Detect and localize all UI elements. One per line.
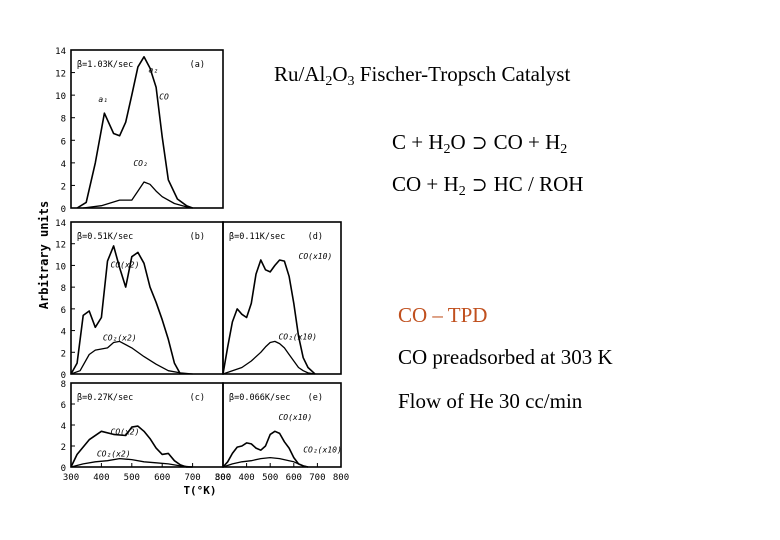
rate-label: β=1.03K/sec (77, 60, 133, 70)
peak-label: a₁ (98, 95, 108, 104)
rate-label: β=0.11K/sec (229, 232, 285, 242)
y-tick-label: 14 (55, 219, 66, 229)
rate-label: β=0.51K/sec (77, 232, 133, 242)
panel-frame (222, 221, 342, 375)
series-line (83, 181, 193, 209)
y-tick-label: 4 (61, 328, 66, 338)
y-tick-label: 8 (61, 115, 66, 125)
series-line (70, 425, 193, 468)
x-tick-label: 500 (124, 473, 140, 483)
x-tick-label: 300 (63, 473, 79, 483)
peak-label: a₂ (149, 66, 159, 75)
x-tick-label: 600 (154, 473, 170, 483)
x-tick-label: 800 (333, 473, 349, 483)
equation-2: CO + H2 ⊃ HC / ROH (392, 172, 583, 200)
x-tick-label: 700 (184, 473, 200, 483)
series-line (70, 245, 182, 375)
eq2-a-sub: 2 (458, 184, 466, 199)
y-tick-label: 10 (55, 92, 66, 102)
series-line (222, 430, 309, 468)
x-tick-label: 400 (238, 473, 254, 483)
panel-frame (222, 382, 342, 468)
y-tick-label: 6 (61, 137, 66, 147)
panel-label: (c) (190, 393, 205, 403)
y-tick-label: 6 (61, 401, 66, 411)
title-sub2: 3 (347, 74, 355, 89)
y-tick-label: 12 (55, 241, 66, 251)
eq1-b: O (450, 130, 466, 154)
x-tick-label: 800 (215, 473, 231, 483)
x-tick-label: 500 (262, 473, 278, 483)
xaxis-title: T(°K) (183, 484, 216, 497)
y-tick-label: 2 (61, 443, 66, 453)
panel-label: (d) (308, 232, 323, 242)
eq1-a-sub: 2 (443, 142, 451, 157)
title-post: Fischer-Tropsch Catalyst (354, 62, 571, 86)
slide-title: Ru/Al2O3 Fischer-Tropsch Catalyst (274, 62, 570, 90)
peak-label: CO(x2) (111, 427, 140, 436)
rate-label: β=0.066K/sec (229, 393, 290, 403)
y-tick-label: 6 (61, 306, 66, 316)
panel-c: 0 2 4 6 8 300 400 500 600 700 800 β=0.27K/sec (c) CO(… (61, 380, 232, 483)
series-line (222, 340, 316, 375)
yaxis-title: Arbitrary units (37, 201, 51, 309)
y-tick-label: 4 (61, 160, 66, 170)
y-tick-label: 8 (61, 284, 66, 294)
note-flow: Flow of He 30 cc/min (398, 389, 583, 413)
peak-label: CO₂(x10) (303, 445, 342, 454)
peak-label: CO (159, 93, 169, 102)
eq1-c: CO + H (493, 130, 561, 154)
x-tick-label: 700 (309, 473, 325, 483)
panel-label: (a) (190, 60, 205, 70)
peak-label: CO₂(x2) (103, 333, 137, 342)
panel-b: 0 2 4 6 8 10 12 14 β=0.51K/sec (b) CO(x2) CO₂(x2) (55, 219, 224, 381)
panel-label: (e) (308, 393, 323, 403)
peak-label: CO(x10) (278, 413, 312, 422)
eq1-a: C + H (392, 130, 444, 154)
y-tick-label: 12 (55, 70, 66, 80)
y-tick-label: 0 (61, 371, 66, 381)
y-tick-label: 14 (55, 47, 66, 57)
y-tick-label: 8 (61, 380, 66, 390)
peak-label: CO₂(x2) (97, 450, 131, 459)
series-line (222, 259, 316, 375)
y-tick-label: 10 (55, 262, 66, 272)
series-line (76, 56, 193, 209)
x-tick-label: 400 (93, 473, 109, 483)
y-tick-label: 2 (61, 349, 66, 359)
eq2-c: HC / ROH (493, 172, 584, 196)
panel-e: 300 400 500 600 700 800 β=0.066K/sec (e) CO(x10)… (215, 382, 349, 483)
peak-label: CO(x2) (111, 261, 140, 270)
plot-layer: 0 2 4 6 8 10 12 14 β=1.03K/sec (a) a₂ a₁ CO CO₂ 0 2 4 6 8 1… (55, 47, 349, 483)
x-tick-label: 300 (215, 473, 231, 483)
equation-1: C + H2O ⊃ CO + H2 (392, 130, 567, 158)
eq1-arrow-symbol: ⊃ (471, 132, 488, 154)
eq2-a: CO + H (392, 172, 459, 196)
peak-label: CO₂(x10) (278, 332, 317, 341)
panel-a: 0 2 4 6 8 10 12 14 β=1.03K/sec (a) a₂ a₁ CO CO₂ (55, 47, 224, 215)
title-sub1: 2 (325, 74, 333, 89)
panel-frame (70, 49, 224, 209)
eq2-arrow-symbol: ⊃ (471, 174, 488, 196)
series-line (222, 456, 309, 468)
note-preadsorbed: CO preadsorbed at 303 K (398, 345, 613, 369)
title-pre: Ru/Al (274, 62, 326, 86)
y-tick-label: 4 (61, 422, 66, 432)
rate-label: β=0.27K/sec (77, 393, 133, 403)
panel-label: (b) (190, 232, 205, 242)
series-line (70, 340, 193, 375)
panel-d: β=0.11K/sec (d) CO(x10) CO₂(x10) (222, 221, 342, 375)
peak-label: CO₂ (133, 159, 147, 168)
y-tick-label: 0 (61, 464, 66, 474)
y-tick-label: 0 (61, 205, 66, 215)
title-mid: O (332, 62, 348, 86)
peak-label: CO(x10) (299, 252, 333, 261)
x-tick-label: 600 (286, 473, 302, 483)
eq1-c-sub: 2 (560, 142, 568, 157)
tpd-heading: CO – TPD (398, 303, 488, 327)
series-line (70, 457, 193, 468)
y-tick-label: 2 (61, 182, 66, 192)
